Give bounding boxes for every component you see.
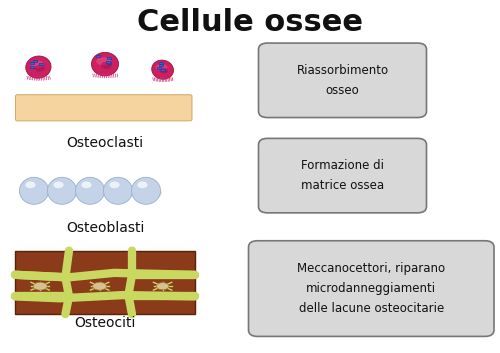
Text: Osteoblasti: Osteoblasti: [66, 221, 144, 235]
Bar: [160, 68, 164, 71]
Bar: [107, 57, 111, 59]
Ellipse shape: [92, 282, 106, 290]
Ellipse shape: [110, 181, 120, 188]
Ellipse shape: [30, 61, 44, 68]
Bar: [96, 55, 100, 57]
Bar: [158, 62, 162, 64]
Ellipse shape: [133, 186, 162, 200]
Ellipse shape: [105, 186, 134, 200]
Ellipse shape: [26, 56, 51, 78]
Ellipse shape: [54, 181, 64, 188]
FancyBboxPatch shape: [258, 138, 426, 213]
Ellipse shape: [92, 52, 118, 76]
Bar: [34, 60, 38, 62]
FancyBboxPatch shape: [16, 95, 192, 121]
FancyBboxPatch shape: [248, 241, 494, 336]
Text: Osteoclasti: Osteoclasti: [66, 136, 144, 150]
Bar: [30, 66, 34, 68]
Ellipse shape: [156, 64, 168, 71]
Text: Osteociti: Osteociti: [74, 316, 136, 330]
Ellipse shape: [76, 177, 104, 204]
Text: Meccanocettori, riparano
microdanneggiamenti
delle lacune osteocitarie: Meccanocettori, riparano microdanneggiam…: [297, 262, 446, 315]
Bar: [108, 62, 112, 64]
Ellipse shape: [77, 186, 106, 200]
Ellipse shape: [152, 60, 174, 79]
Ellipse shape: [48, 177, 76, 204]
Bar: [106, 61, 110, 63]
Bar: [30, 62, 34, 64]
Ellipse shape: [26, 181, 36, 188]
Text: Formazione di
matrice ossea: Formazione di matrice ossea: [301, 159, 384, 192]
Bar: [40, 63, 44, 65]
Bar: [157, 67, 161, 69]
Ellipse shape: [96, 57, 111, 65]
Ellipse shape: [160, 68, 168, 73]
Ellipse shape: [132, 177, 160, 204]
Text: Riassorbimento
osseo: Riassorbimento osseo: [296, 64, 388, 97]
Ellipse shape: [34, 65, 44, 72]
Ellipse shape: [104, 177, 132, 204]
Bar: [159, 64, 163, 66]
Ellipse shape: [21, 186, 50, 200]
Ellipse shape: [138, 181, 147, 188]
Ellipse shape: [101, 62, 112, 69]
Ellipse shape: [20, 177, 48, 204]
Ellipse shape: [33, 282, 47, 290]
FancyBboxPatch shape: [15, 251, 195, 314]
Ellipse shape: [49, 186, 78, 200]
Text: Cellule ossee: Cellule ossee: [137, 8, 363, 37]
FancyBboxPatch shape: [258, 43, 426, 118]
Ellipse shape: [82, 181, 92, 188]
Ellipse shape: [156, 283, 169, 290]
